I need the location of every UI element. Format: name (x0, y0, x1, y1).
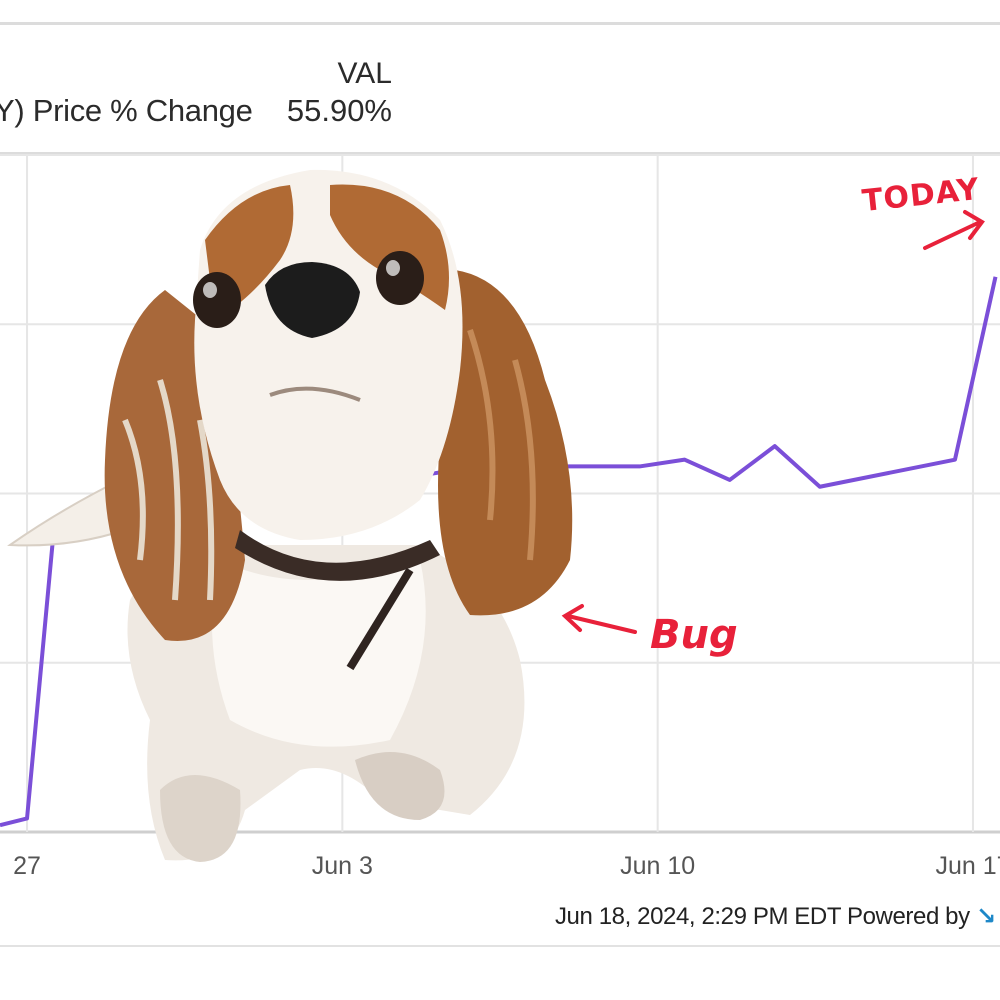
chart-header: Y) Price % Change VAL 55.90% (0, 55, 1000, 150)
header-divider (0, 152, 1000, 155)
dog-right-ear-curls (467, 329, 536, 561)
dog-collar (235, 530, 440, 581)
x-tick-label: Jun 17 (935, 852, 1000, 880)
annotation-bug: Bug (650, 612, 738, 658)
dog-chest (212, 560, 426, 747)
metric-label: Y) Price % Change (0, 93, 253, 128)
provider-logo-icon: ↘ (976, 903, 996, 930)
series-line (0, 276, 998, 828)
dog-left-ear-curls (122, 379, 215, 601)
footer-timestamp: Jun 18, 2024, 2:29 PM EDT (554, 903, 841, 930)
dog-leash (346, 567, 414, 671)
metric-value: 55.90% (286, 93, 392, 128)
bottom-divider (0, 945, 1000, 947)
x-tick-label: Jun 10 (620, 852, 695, 880)
chart-series (0, 276, 998, 828)
today-arrow (923, 210, 985, 250)
x-tick-label: 27 (13, 852, 41, 880)
chart-footer: Jun 18, 2024, 2:29 PM EDT Powered by ↘ (554, 902, 996, 931)
dog-left-paw (160, 775, 241, 862)
dog-nose (265, 262, 360, 338)
dog-mouth (269, 386, 361, 402)
footer-powered-by: Powered by (846, 903, 970, 930)
x-tick-label: Jun 3 (312, 852, 373, 880)
x-axis-ticks: 27 Jun 3 Jun 10 Jun 17 (13, 852, 1000, 880)
top-divider (0, 22, 1000, 25)
dog-right-paw (355, 752, 445, 820)
value-column-heading: VAL (337, 57, 392, 90)
bug-arrow (561, 604, 637, 634)
dog-right-ear (438, 270, 573, 616)
